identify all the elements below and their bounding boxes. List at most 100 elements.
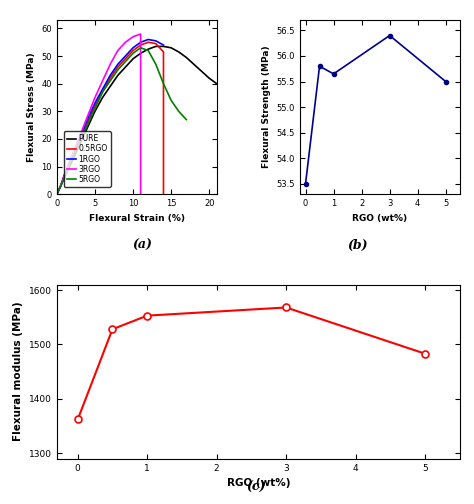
0.5RGO: [100, 89, 105, 95]
0.5RGO: [69, 155, 75, 161]
X-axis label: RGO (wt%): RGO (wt%): [227, 478, 290, 488]
1RGO: [115, 61, 120, 68]
PURE: [100, 94, 105, 100]
3RGO: [138, 177, 144, 183]
3RGO: [58, 183, 64, 189]
0.5RGO: [77, 139, 82, 145]
3RGO: [138, 31, 144, 37]
5RGO: [161, 81, 166, 87]
PURE: [183, 54, 189, 60]
Text: (b): (b): [347, 239, 368, 253]
PURE: [54, 191, 60, 197]
0.5RGO: [92, 103, 98, 109]
5RGO: [153, 61, 159, 68]
1RGO: [146, 36, 151, 42]
PURE: [176, 49, 182, 55]
Y-axis label: Flexural modulus (MPa): Flexural modulus (MPa): [13, 302, 24, 442]
1RGO: [84, 116, 90, 122]
PURE: [214, 81, 219, 87]
0.5RGO: [130, 47, 136, 53]
PURE: [191, 61, 197, 68]
0.5RGO: [54, 191, 60, 197]
0.5RGO: [58, 183, 64, 189]
5RGO: [123, 58, 128, 65]
Legend: PURE, 0.5RGO, 1RGO, 3RGO, 5RGO: PURE, 0.5RGO, 1RGO, 3RGO, 5RGO: [64, 131, 111, 187]
3RGO: [92, 94, 98, 100]
0.5RGO: [138, 42, 144, 48]
1RGO: [54, 191, 60, 197]
1RGO: [161, 42, 166, 48]
1RGO: [153, 38, 159, 44]
0.5RGO: [153, 41, 159, 47]
5RGO: [69, 155, 75, 161]
5RGO: [176, 108, 182, 114]
PURE: [58, 183, 64, 189]
5RGO: [107, 78, 113, 84]
3RGO: [138, 191, 144, 197]
0.5RGO: [62, 172, 67, 178]
0.5RGO: [123, 56, 128, 62]
5RGO: [100, 89, 105, 95]
3RGO: [100, 78, 105, 84]
PURE: [115, 73, 120, 79]
Y-axis label: Flexural Strength (MPa): Flexural Strength (MPa): [262, 46, 271, 168]
0.5RGO: [161, 191, 166, 197]
3RGO: [123, 39, 128, 45]
1RGO: [58, 183, 64, 189]
PURE: [138, 50, 144, 56]
PURE: [168, 45, 174, 51]
5RGO: [54, 191, 60, 197]
Line: 5RGO: 5RGO: [57, 48, 186, 194]
5RGO: [62, 174, 67, 180]
PURE: [107, 84, 113, 90]
PURE: [123, 64, 128, 70]
PURE: [206, 75, 212, 81]
1RGO: [123, 53, 128, 59]
PURE: [84, 125, 90, 131]
1RGO: [100, 86, 105, 92]
PURE: [69, 158, 75, 164]
3RGO: [115, 47, 120, 53]
PURE: [92, 108, 98, 114]
3RGO: [54, 191, 60, 197]
Line: PURE: PURE: [57, 46, 217, 194]
0.5RGO: [146, 39, 151, 45]
0.5RGO: [84, 119, 90, 125]
1RGO: [130, 45, 136, 51]
5RGO: [58, 183, 64, 189]
PURE: [199, 68, 204, 74]
PURE: [146, 46, 151, 52]
5RGO: [138, 45, 144, 51]
0.5RGO: [161, 177, 166, 183]
PURE: [62, 174, 67, 180]
Line: 0.5RGO: 0.5RGO: [57, 42, 164, 194]
5RGO: [183, 116, 189, 122]
1RGO: [107, 73, 113, 79]
Text: (a): (a): [132, 239, 152, 253]
0.5RGO: [107, 75, 113, 81]
5RGO: [168, 97, 174, 103]
1RGO: [69, 153, 75, 159]
5RGO: [130, 50, 136, 56]
X-axis label: RGO (wt%): RGO (wt%): [352, 214, 407, 223]
3RGO: [62, 172, 67, 178]
PURE: [77, 142, 82, 148]
PURE: [130, 56, 136, 62]
PURE: [153, 43, 159, 49]
3RGO: [69, 153, 75, 159]
Y-axis label: Flexural Stress (MPa): Flexural Stress (MPa): [27, 52, 36, 162]
3RGO: [84, 114, 90, 120]
0.5RGO: [115, 64, 120, 70]
1RGO: [92, 100, 98, 106]
Line: 1RGO: 1RGO: [57, 39, 164, 194]
5RGO: [92, 105, 98, 111]
3RGO: [77, 133, 82, 139]
1RGO: [62, 172, 67, 178]
3RGO: [107, 61, 113, 68]
5RGO: [84, 122, 90, 128]
5RGO: [77, 139, 82, 145]
PURE: [161, 43, 166, 49]
Text: (c): (c): [246, 481, 265, 494]
3RGO: [130, 34, 136, 40]
1RGO: [77, 136, 82, 142]
